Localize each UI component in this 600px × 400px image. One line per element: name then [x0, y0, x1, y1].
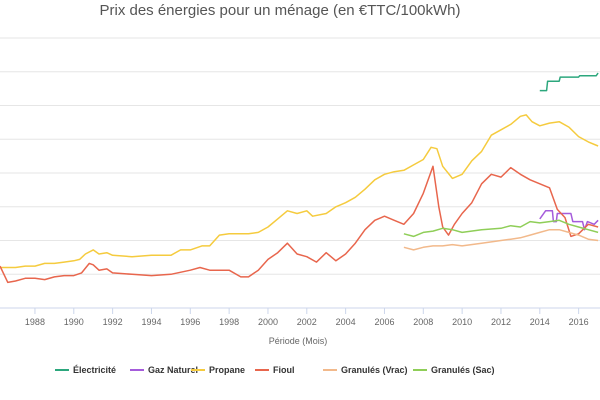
- legend: Électricité Gaz Naturel Propane Fioul Granul…: [55, 365, 495, 375]
- series-line: [539, 72, 599, 92]
- x-tick-label: 1994: [141, 317, 161, 327]
- x-tick-label: 2008: [413, 317, 433, 327]
- x-tick-label: 2002: [297, 317, 317, 327]
- x-tick-label: 1988: [25, 317, 45, 327]
- x-tick-label: 1998: [219, 317, 239, 327]
- x-tick-label: 1992: [103, 317, 123, 327]
- legend-item[interactable]: Propane: [191, 365, 245, 375]
- x-tick-label: 2004: [336, 317, 356, 327]
- series-line: [403, 219, 599, 238]
- legend-label: Granulés (Vrac): [341, 365, 408, 375]
- legend-item[interactable]: Fioul: [255, 365, 295, 375]
- x-axis: 1988 1990 1992 1994 1996 1998 2000 2002 2004 2006…: [0, 307, 600, 327]
- chart-title: Prix des énergies pour un ménage (en €TT…: [99, 2, 460, 19]
- x-tick-label: 1996: [180, 317, 200, 327]
- plot-area: [0, 72, 599, 284]
- x-tick-label: 1990: [64, 317, 84, 327]
- series-line: [0, 114, 599, 269]
- legend-label: Électricité: [73, 365, 116, 375]
- x-tick-label: 2012: [491, 317, 511, 327]
- legend-label: Fioul: [273, 365, 295, 375]
- x-tick-label: 2014: [530, 317, 550, 327]
- series-line: [403, 228, 599, 251]
- legend-label: Propane: [209, 365, 245, 375]
- grid: [0, 37, 600, 309]
- legend-label: Granulés (Sac): [431, 365, 495, 375]
- x-axis-title: Période (Mois): [269, 336, 328, 346]
- legend-item[interactable]: Gaz Naturel: [130, 365, 198, 375]
- x-tick-label: 2006: [374, 317, 394, 327]
- legend-item[interactable]: Granulés (Sac): [413, 365, 495, 375]
- x-tick-label: 2000: [258, 317, 278, 327]
- x-tick-label: 2016: [569, 317, 589, 327]
- legend-item[interactable]: Électricité: [55, 365, 116, 375]
- legend-label: Gaz Naturel: [148, 365, 198, 375]
- x-tick-label: 2010: [452, 317, 472, 327]
- series-line: [539, 210, 599, 231]
- legend-item[interactable]: Granulés (Vrac): [323, 365, 408, 375]
- series-line: [0, 165, 599, 284]
